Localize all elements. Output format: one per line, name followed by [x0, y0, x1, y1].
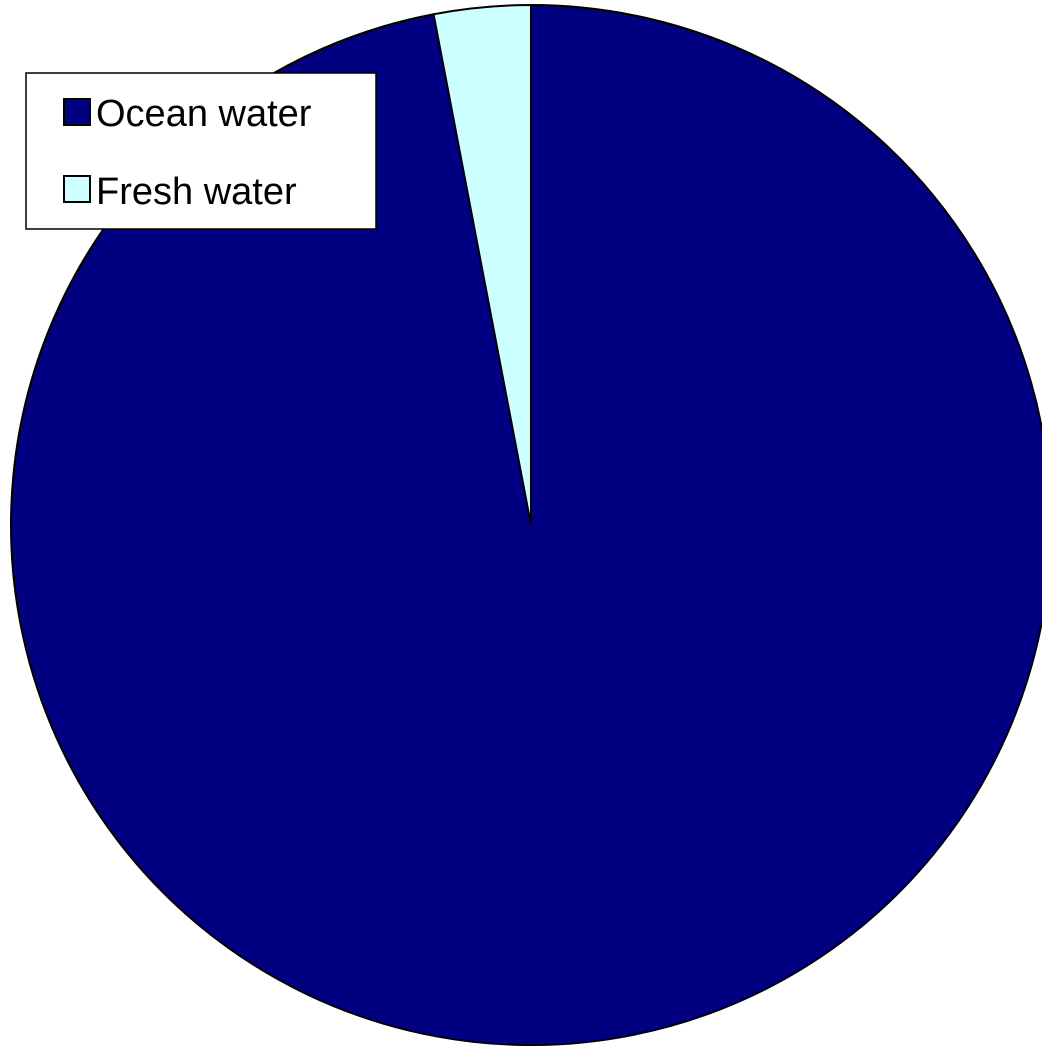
legend-label-ocean-water: Ocean water — [96, 93, 312, 135]
legend-swatch-ocean-water — [63, 98, 91, 126]
legend-swatch-fresh-water — [63, 175, 91, 203]
legend-item-fresh-water: Fresh water — [63, 171, 297, 213]
legend-item-ocean-water: Ocean water — [63, 93, 312, 135]
pie-slice-ocean-water — [10, 4, 1042, 1046]
legend-label-fresh-water: Fresh water — [96, 171, 297, 213]
legend: Ocean water Fresh water — [25, 72, 377, 230]
pie-slice-fresh-water — [432, 4, 532, 526]
pie-slices — [10, 4, 1042, 1046]
